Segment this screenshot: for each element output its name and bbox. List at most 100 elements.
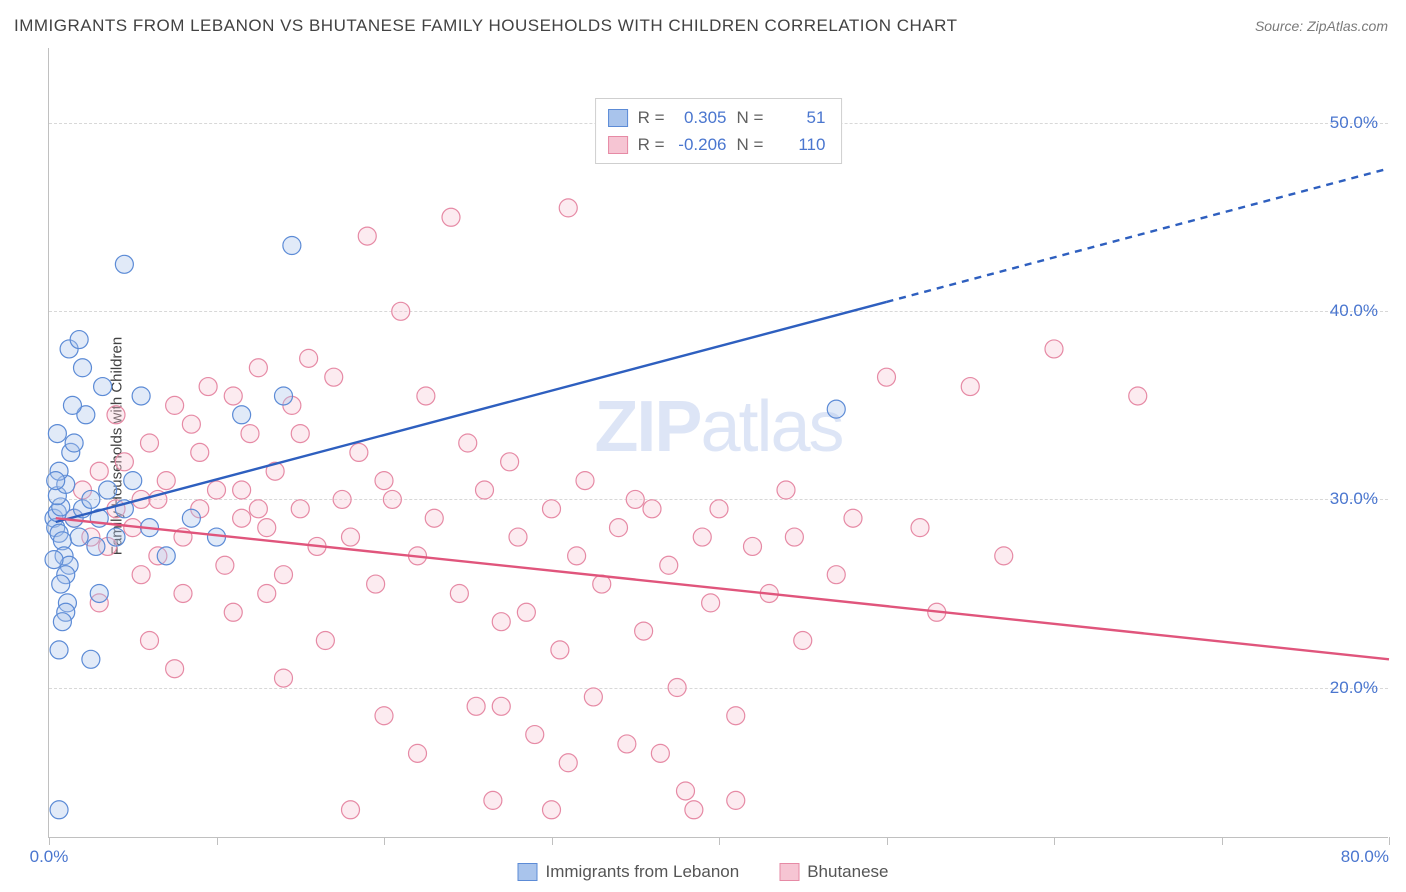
- stat-r-bhutanese: -0.206: [675, 131, 727, 158]
- legend-swatch-bhutanese-2: [779, 863, 799, 881]
- x-tick: [384, 837, 385, 845]
- chart-title: IMMIGRANTS FROM LEBANON VS BHUTANESE FAM…: [14, 16, 958, 36]
- scatter-point: [166, 660, 184, 678]
- scatter-point: [82, 650, 100, 668]
- scatter-point: [844, 509, 862, 527]
- legend-item-lebanon: Immigrants from Lebanon: [518, 862, 740, 882]
- stat-label-r2: R =: [638, 131, 665, 158]
- scatter-point: [576, 472, 594, 490]
- scatter-point: [50, 641, 68, 659]
- scatter-point: [233, 406, 251, 424]
- scatter-point: [63, 396, 81, 414]
- scatter-point: [1045, 340, 1063, 358]
- scatter-point: [995, 547, 1013, 565]
- scatter-point: [383, 490, 401, 508]
- x-tick: [49, 837, 50, 845]
- stat-r-lebanon: 0.305: [675, 104, 727, 131]
- scatter-point: [275, 669, 293, 687]
- scatter-point: [342, 528, 360, 546]
- y-tick-label: 50.0%: [1330, 113, 1378, 133]
- scatter-point: [224, 387, 242, 405]
- scatter-point: [442, 208, 460, 226]
- scatter-point: [685, 801, 703, 819]
- scatter-point: [635, 622, 653, 640]
- scatter-point: [99, 481, 117, 499]
- scatter-point: [693, 528, 711, 546]
- legend-label-bhutanese: Bhutanese: [807, 862, 888, 882]
- scatter-point: [50, 801, 68, 819]
- scatter-point: [375, 707, 393, 725]
- scatter-point: [610, 519, 628, 537]
- scatter-point: [325, 368, 343, 386]
- scatter-point: [124, 472, 142, 490]
- scatter-point: [291, 425, 309, 443]
- stat-n-bhutanese: 110: [773, 131, 825, 158]
- legend-label-lebanon: Immigrants from Lebanon: [546, 862, 740, 882]
- scatter-point: [275, 566, 293, 584]
- scatter-point: [141, 434, 159, 452]
- scatter-point: [568, 547, 586, 565]
- scatter-point: [233, 481, 251, 499]
- scatter-point: [543, 801, 561, 819]
- scatter-point: [249, 500, 267, 518]
- scatter-point: [47, 472, 65, 490]
- scatter-point: [501, 453, 519, 471]
- scatter-point: [157, 547, 175, 565]
- scatter-point: [94, 378, 112, 396]
- scatter-point: [459, 434, 477, 452]
- scatter-point: [744, 537, 762, 555]
- scatter-point: [90, 584, 108, 602]
- scatter-point: [70, 331, 88, 349]
- legend-item-bhutanese: Bhutanese: [779, 862, 888, 882]
- scatter-point: [827, 400, 845, 418]
- scatter-point: [249, 359, 267, 377]
- scatter-point: [141, 632, 159, 650]
- scatter-point: [509, 528, 527, 546]
- scatter-point: [74, 359, 92, 377]
- x-tick: [1222, 837, 1223, 845]
- scatter-point: [132, 566, 150, 584]
- scatter-point: [677, 782, 695, 800]
- scatter-point: [785, 528, 803, 546]
- scatter-point: [878, 368, 896, 386]
- scatter-point: [70, 528, 88, 546]
- scatter-point: [182, 415, 200, 433]
- scatter-point: [643, 500, 661, 518]
- scatter-point: [450, 584, 468, 602]
- scatter-point: [358, 227, 376, 245]
- scatter-point: [182, 509, 200, 527]
- scatter-point: [668, 679, 686, 697]
- y-tick-label: 20.0%: [1330, 678, 1378, 698]
- scatter-point: [777, 481, 795, 499]
- scatter-point: [526, 726, 544, 744]
- scatter-point: [291, 500, 309, 518]
- scatter-point: [559, 754, 577, 772]
- scatter-point: [551, 641, 569, 659]
- scatter-point: [618, 735, 636, 753]
- scatter-point: [660, 556, 678, 574]
- scatter-point: [702, 594, 720, 612]
- scatter-point: [115, 255, 133, 273]
- scatter-point: [45, 551, 63, 569]
- scatter-point: [199, 378, 217, 396]
- scatter-point: [392, 302, 410, 320]
- x-tick: [887, 837, 888, 845]
- scatter-point: [961, 378, 979, 396]
- scatter-point: [316, 632, 334, 650]
- scatter-point: [727, 791, 745, 809]
- x-tick: [1054, 837, 1055, 845]
- scatter-point: [350, 443, 368, 461]
- stat-n-lebanon: 51: [773, 104, 825, 131]
- scatter-point: [375, 472, 393, 490]
- scatter-point: [241, 425, 259, 443]
- scatter-point: [208, 481, 226, 499]
- scatter-point: [333, 490, 351, 508]
- trend-line: [56, 518, 1389, 659]
- scatter-point: [425, 509, 443, 527]
- scatter-point: [115, 453, 133, 471]
- scatter-point: [132, 387, 150, 405]
- scatter-point: [90, 462, 108, 480]
- source-attribution: Source: ZipAtlas.com: [1255, 18, 1388, 34]
- scatter-point: [174, 584, 192, 602]
- trend-line-extrapolated: [887, 168, 1390, 302]
